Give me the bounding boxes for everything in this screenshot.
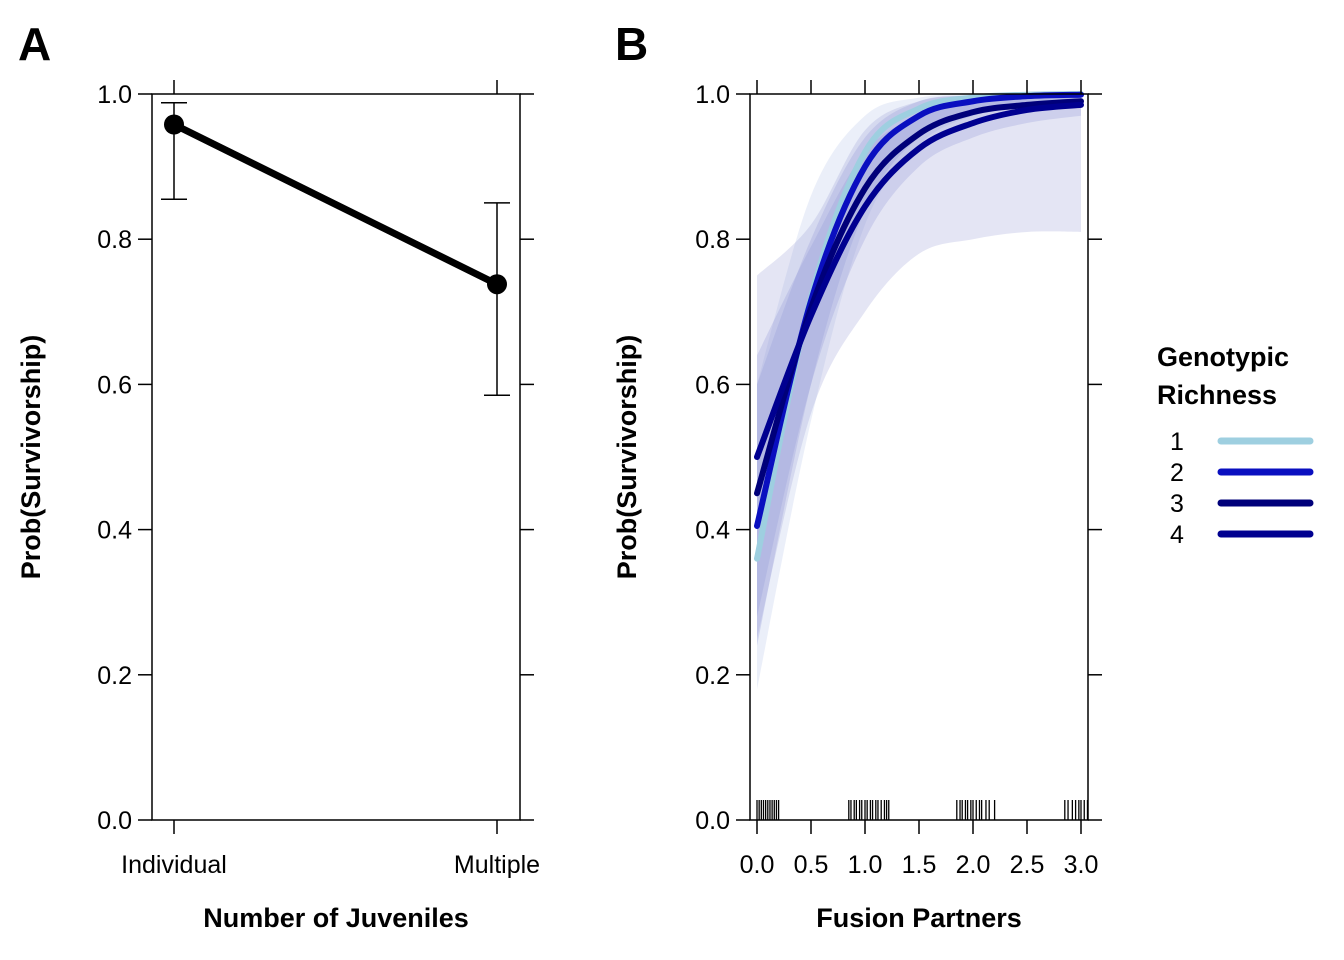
panel-a-line (172, 121, 499, 288)
panel-b-x-tick-label: 2.5 (1010, 851, 1045, 879)
panel-b-y-title: Prob(Survivorship) (612, 335, 642, 580)
panel-a-y-tick-label: 1.0 (97, 81, 132, 109)
legend: Genotypic Richness 1 2 3 4 (1157, 342, 1314, 549)
panel-a-y-tick-label: 0.8 (97, 226, 132, 254)
panel-a-point (164, 114, 184, 135)
panel-a-y-title: Prob(Survivorship) (16, 335, 46, 580)
panel-a-y-tick-label: 0.6 (97, 371, 132, 399)
panel-b-x-tick-label: 1.5 (902, 851, 937, 879)
panel-b-confidence-bands (757, 93, 1081, 690)
legend-label-3: 3 (1170, 490, 1184, 518)
panel-a-y-tick-label: 0.0 (97, 807, 132, 835)
panel-b-x-tick-label: 3.0 (1064, 851, 1099, 879)
panel-a-letter: A (18, 18, 51, 70)
panel-a-marks (161, 101, 510, 397)
panel-b-ci-band-4 (757, 93, 1081, 639)
panel-b-x-axis: 0.0 0.5 1.0 1.5 2.0 2.5 3.0 (740, 80, 1099, 879)
panel-b-y-tick-label: 0.4 (695, 517, 730, 545)
panel-b-x-title: Fusion Partners (816, 903, 1022, 933)
legend-label-4: 4 (1170, 521, 1184, 549)
panel-b-x-tick-label: 0.5 (794, 851, 829, 879)
panel-b-series-lines (754, 91, 1084, 562)
panel-b-series-line-4 (754, 101, 1084, 460)
panel-a-y-axis: 0.0 0.2 0.4 0.6 0.8 1.0 (97, 81, 534, 835)
panel-b-rug (756, 800, 1089, 820)
panel-b-x-tick-label: 2.0 (956, 851, 991, 879)
legend-items: 1 2 3 4 (1170, 428, 1314, 549)
legend-title-line-1: Genotypic (1157, 342, 1289, 372)
panel-b: 0.0 0.2 0.4 0.6 0.8 1.0 0.0 0.5 1.0 1.5 2.0 2.5 3.0… (612, 80, 1102, 933)
panel-a-x-title: Number of Juveniles (203, 903, 469, 933)
panel-b-y-tick-label: 0.6 (695, 371, 730, 399)
panel-a-y-tick-label: 0.2 (97, 662, 132, 690)
panel-a-x-axis: Individual Multiple (121, 80, 540, 879)
panel-b-x-tick-label: 0.0 (740, 851, 775, 879)
panel-b-letter: B (615, 18, 648, 70)
legend-label-1: 1 (1170, 428, 1184, 456)
panel-b-x-tick-label: 1.0 (848, 851, 883, 879)
panel-a-x-tick-label: Individual (121, 851, 227, 879)
panel-a-frame (151, 93, 521, 821)
panel-b-y-tick-label: 0.2 (695, 662, 730, 690)
panel-b-ci-band-2 (757, 93, 1081, 646)
panel-a-point (487, 274, 507, 295)
panel-a-error-bar (484, 202, 510, 397)
panel-b-y-tick-label: 1.0 (695, 81, 730, 109)
panel-b-y-tick-label: 0.0 (695, 807, 730, 835)
panel-a: 0.0 0.2 0.4 0.6 0.8 1.0 Individual Multiple Nu… (16, 80, 540, 933)
legend-label-2: 2 (1170, 459, 1184, 487)
panel-b-y-tick-label: 0.8 (695, 226, 730, 254)
panel-a-x-tick-label: Multiple (454, 851, 540, 879)
panel-b-y-axis: 0.0 0.2 0.4 0.6 0.8 1.0 (695, 81, 1102, 835)
legend-title-line-2: Richness (1157, 380, 1277, 410)
panel-a-y-tick-label: 0.4 (97, 517, 132, 545)
